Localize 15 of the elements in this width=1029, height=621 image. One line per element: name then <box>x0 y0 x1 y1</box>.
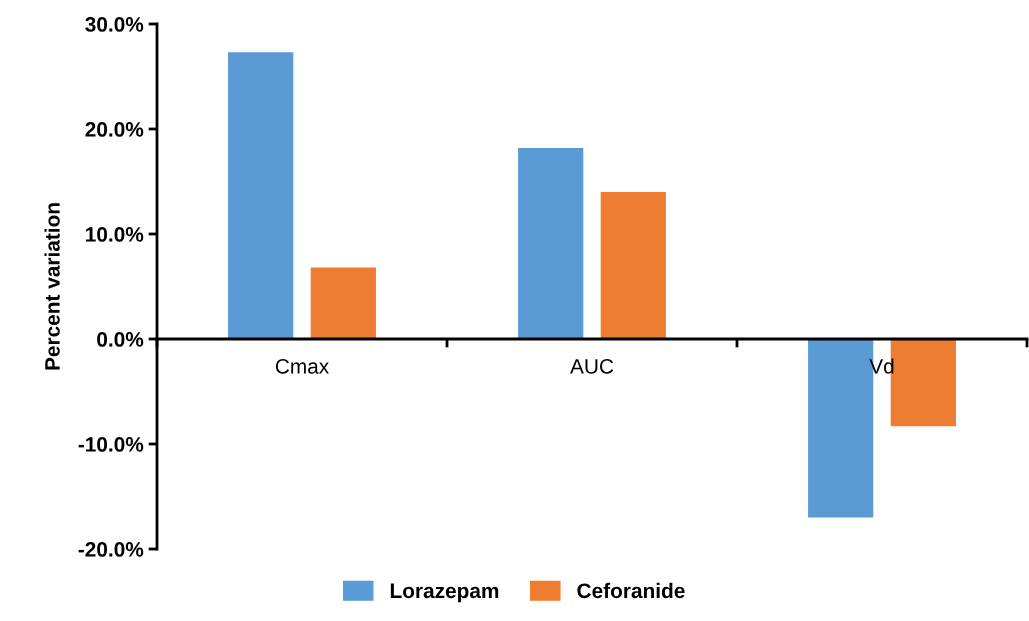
bar <box>228 52 294 339</box>
y-tick-label: 10.0% <box>86 227 144 242</box>
x-tick-label: Cmax <box>275 358 329 374</box>
legend-label: Lorazepam <box>390 583 499 603</box>
y-tick-label: -10.0% <box>78 437 144 452</box>
y-tick-label: -20.0% <box>78 542 144 557</box>
y-tick-label: 30.0% <box>85 17 144 32</box>
y-tick-label: 0.0% <box>97 332 144 347</box>
y-tick-label: 20.0% <box>85 122 144 137</box>
bar <box>600 192 666 339</box>
legend-label: Ceforanide <box>577 582 685 599</box>
bar <box>518 147 584 339</box>
y-axis-title: Percent variation <box>44 203 60 370</box>
x-tick-label: AUC <box>570 358 614 374</box>
bar <box>310 267 376 339</box>
